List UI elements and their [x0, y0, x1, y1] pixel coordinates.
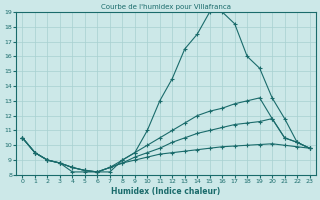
X-axis label: Humidex (Indice chaleur): Humidex (Indice chaleur) [111, 187, 221, 196]
Title: Courbe de l'humidex pour Villafranca: Courbe de l'humidex pour Villafranca [101, 4, 231, 10]
